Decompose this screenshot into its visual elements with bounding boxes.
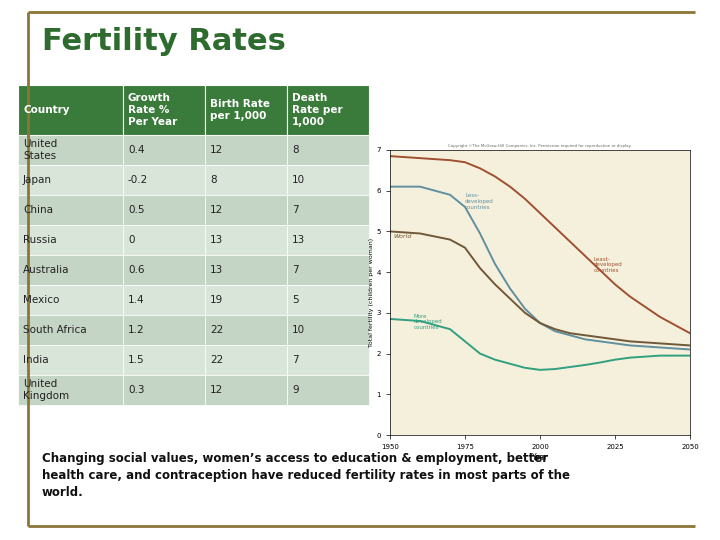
Bar	[205, 375, 287, 405]
Text: 22: 22	[210, 355, 223, 365]
Bar	[18, 195, 123, 225]
Bar	[205, 85, 287, 135]
Bar	[123, 165, 205, 195]
Text: Death
Rate per
1,000: Death Rate per 1,000	[292, 92, 343, 127]
Bar	[205, 225, 287, 255]
Text: 13: 13	[210, 235, 223, 245]
Text: Less-
developed
countries: Less- developed countries	[465, 193, 494, 210]
Text: 22: 22	[210, 325, 223, 335]
Text: 0.5: 0.5	[128, 205, 145, 215]
Text: South Africa: South Africa	[23, 325, 86, 335]
Text: Japan: Japan	[23, 175, 52, 185]
Text: China: China	[23, 205, 53, 215]
Bar	[18, 165, 123, 195]
Text: Fertility Rates: Fertility Rates	[42, 28, 286, 57]
Bar	[18, 85, 123, 135]
Bar	[287, 315, 369, 345]
Text: 9: 9	[292, 385, 299, 395]
Bar	[287, 255, 369, 285]
Text: 10: 10	[292, 175, 305, 185]
Text: 12: 12	[210, 205, 223, 215]
Text: Least-
developed
countries: Least- developed countries	[594, 256, 623, 273]
Text: 13: 13	[210, 265, 223, 275]
Text: 7: 7	[292, 265, 299, 275]
Text: 19: 19	[210, 295, 223, 305]
Text: Growth
Rate %
Per Year: Growth Rate % Per Year	[128, 92, 177, 127]
Text: India: India	[23, 355, 49, 365]
Text: Changing social values, women’s access to education & employment, better
health : Changing social values, women’s access t…	[42, 452, 570, 499]
Text: 8: 8	[292, 145, 299, 155]
Bar	[123, 375, 205, 405]
Text: 1.5: 1.5	[128, 355, 145, 365]
Text: 0.4: 0.4	[128, 145, 145, 155]
Bar	[287, 135, 369, 165]
X-axis label: Year: Year	[532, 453, 548, 462]
Bar	[123, 255, 205, 285]
Text: 12: 12	[210, 145, 223, 155]
Text: 0.3: 0.3	[128, 385, 145, 395]
Bar	[287, 195, 369, 225]
Text: Australia: Australia	[23, 265, 70, 275]
Text: United
States: United States	[23, 139, 58, 161]
Bar	[18, 135, 123, 165]
Text: Mexico: Mexico	[23, 295, 59, 305]
Bar	[205, 285, 287, 315]
Bar	[18, 285, 123, 315]
Text: 0.6: 0.6	[128, 265, 145, 275]
Bar	[205, 345, 287, 375]
Text: 7: 7	[292, 205, 299, 215]
Text: 8: 8	[210, 175, 217, 185]
Bar	[123, 85, 205, 135]
Bar	[287, 345, 369, 375]
Y-axis label: Total fertility (children per woman): Total fertility (children per woman)	[369, 238, 374, 347]
Bar	[18, 345, 123, 375]
Text: 10: 10	[292, 325, 305, 335]
Text: 0: 0	[128, 235, 135, 245]
Bar	[123, 285, 205, 315]
Bar	[287, 165, 369, 195]
Text: More
developed
countries: More developed countries	[414, 314, 443, 330]
Bar	[18, 255, 123, 285]
Text: Birth Rate
per 1,000: Birth Rate per 1,000	[210, 99, 270, 121]
Text: -0.2: -0.2	[128, 175, 148, 185]
Text: Country: Country	[23, 105, 70, 115]
Text: United
Kingdom: United Kingdom	[23, 379, 69, 401]
Text: Russia: Russia	[23, 235, 57, 245]
Text: 13: 13	[292, 235, 305, 245]
Bar	[205, 315, 287, 345]
Bar	[287, 375, 369, 405]
Text: 12: 12	[210, 385, 223, 395]
Text: 1.2: 1.2	[128, 325, 145, 335]
Text: 7: 7	[292, 355, 299, 365]
Bar	[123, 315, 205, 345]
Bar	[287, 85, 369, 135]
Text: World: World	[393, 233, 411, 239]
Bar	[287, 225, 369, 255]
Bar	[123, 225, 205, 255]
Bar	[18, 375, 123, 405]
Bar	[205, 165, 287, 195]
Bar	[18, 225, 123, 255]
Bar	[123, 195, 205, 225]
Bar	[205, 255, 287, 285]
Bar	[123, 345, 205, 375]
Bar	[123, 135, 205, 165]
Text: 1.4: 1.4	[128, 295, 145, 305]
Bar	[205, 135, 287, 165]
Title: Copyright ©The McGraw-Hill Companies, Inc. Permission required for reproduction : Copyright ©The McGraw-Hill Companies, In…	[449, 144, 631, 148]
Bar	[18, 315, 123, 345]
Bar	[287, 285, 369, 315]
Bar	[205, 195, 287, 225]
Text: 5: 5	[292, 295, 299, 305]
